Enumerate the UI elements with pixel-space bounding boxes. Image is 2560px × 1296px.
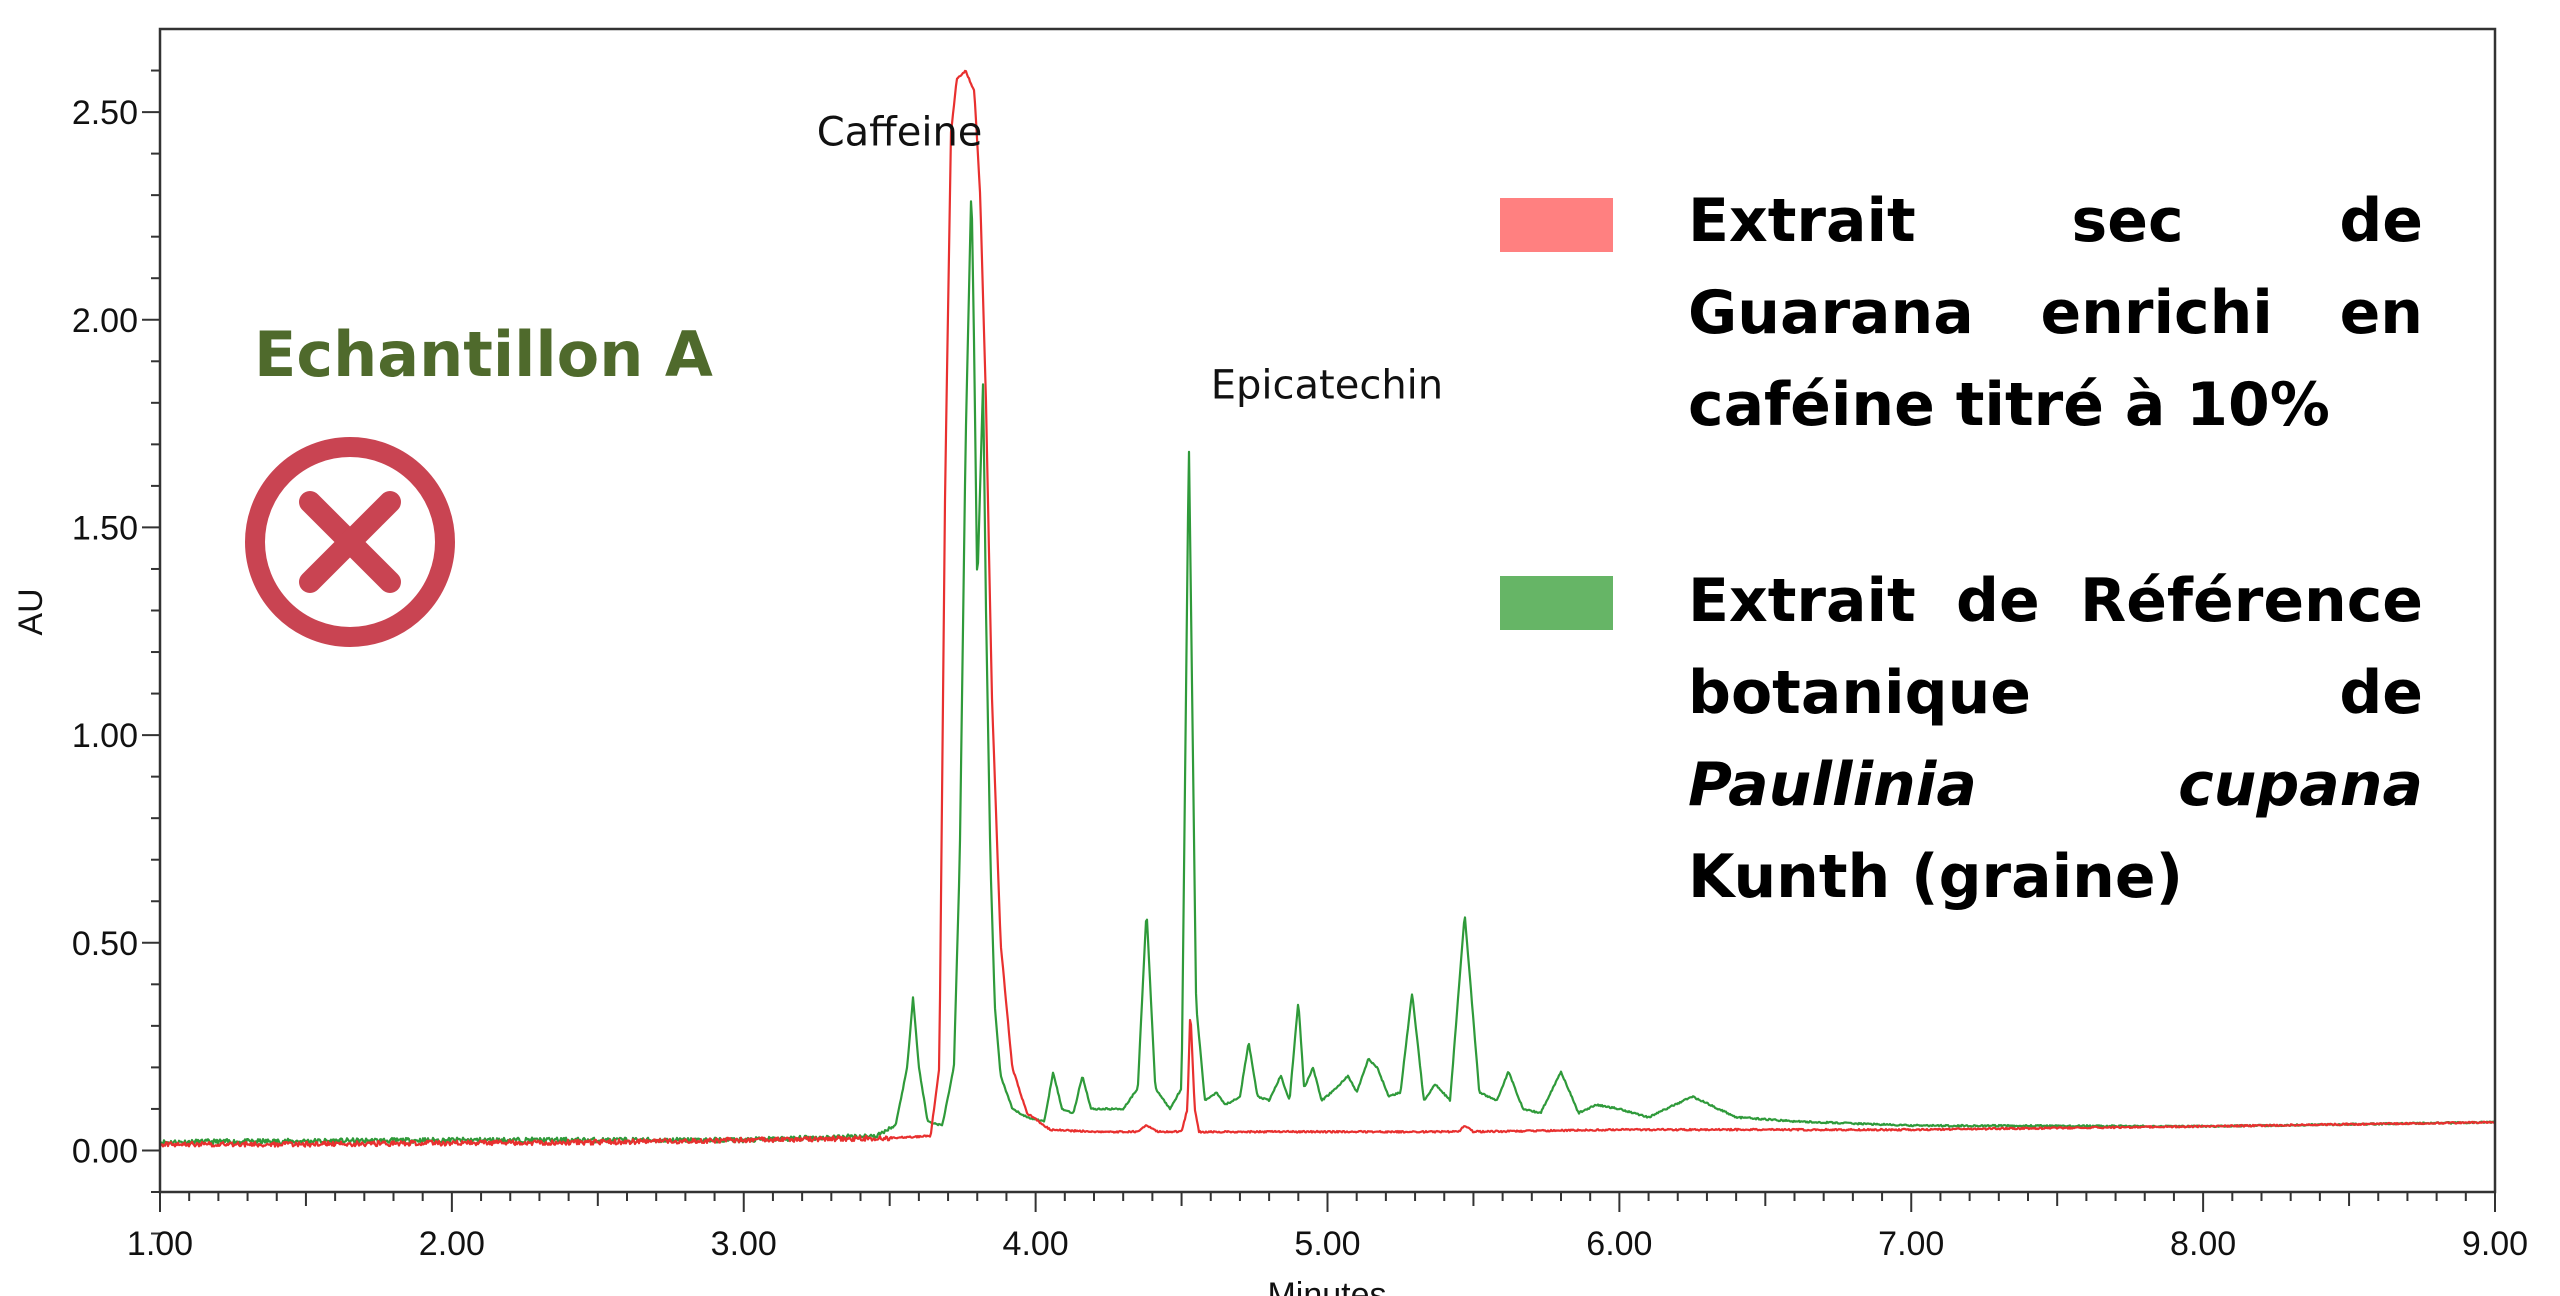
legend-swatch-reference-extract <box>1500 576 1613 630</box>
legend-label-suffix: Kunth (graine) <box>1688 842 2183 912</box>
y-tick-label: 1.00 <box>72 717 138 755</box>
legend-label-species: Paullinia cupana <box>1688 750 2423 820</box>
axis-ticks <box>142 69 2496 1235</box>
x-tick-label: 4.00 <box>1003 1225 1069 1263</box>
x-axis-title: Minutes <box>1267 1276 1386 1296</box>
y-tick-labels: 0.00 0.50 1.00 1.50 2.00 2.50 <box>72 94 138 1170</box>
legend-label-prefix: Extrait de Référence botanique de <box>1688 566 2423 728</box>
x-tick-label: 7.00 <box>1878 1225 1944 1263</box>
legend-swatch-guarana-extract <box>1500 198 1613 252</box>
x-tick-label: 8.00 <box>2170 1225 2236 1263</box>
peak-annotations: Caffeine Epicatechin <box>817 109 1443 408</box>
legend-label-reference-extract: Extrait de Référence botanique de Paulli… <box>1688 555 2423 923</box>
series-line-guarana-extract <box>158 69 2496 1148</box>
x-tick-label: 2.00 <box>419 1225 485 1263</box>
y-tick-label: 2.00 <box>72 302 138 340</box>
x-tick-label: 5.00 <box>1294 1225 1360 1263</box>
peak-label: Caffeine <box>817 109 983 155</box>
y-axis-title: AU <box>12 588 50 635</box>
series-layer <box>158 69 2496 1148</box>
plot-area-frame <box>158 27 2497 1194</box>
y-tick-label: 2.50 <box>72 94 138 132</box>
circled-x-icon <box>245 437 455 647</box>
y-tick-label: 0.00 <box>72 1132 138 1170</box>
y-tick-label: 1.50 <box>72 509 138 547</box>
x-tick-labels: 1.00 2.00 3.00 4.00 5.00 6.00 7.00 8.00 9.00 <box>127 1225 2528 1263</box>
peak-label: Epicatechin <box>1211 363 1443 409</box>
sample-title: Echantillon A <box>254 318 713 391</box>
x-tick-label: 9.00 <box>2462 1225 2528 1263</box>
y-tick-label: 0.50 <box>72 925 138 963</box>
x-tick-label: 3.00 <box>711 1225 777 1263</box>
x-tick-label: 1.00 <box>127 1225 193 1263</box>
x-tick-label: 6.00 <box>1586 1225 1652 1263</box>
legend-label-guarana-extract: Extrait sec de Guarana enrichi en caféin… <box>1688 186 2423 440</box>
